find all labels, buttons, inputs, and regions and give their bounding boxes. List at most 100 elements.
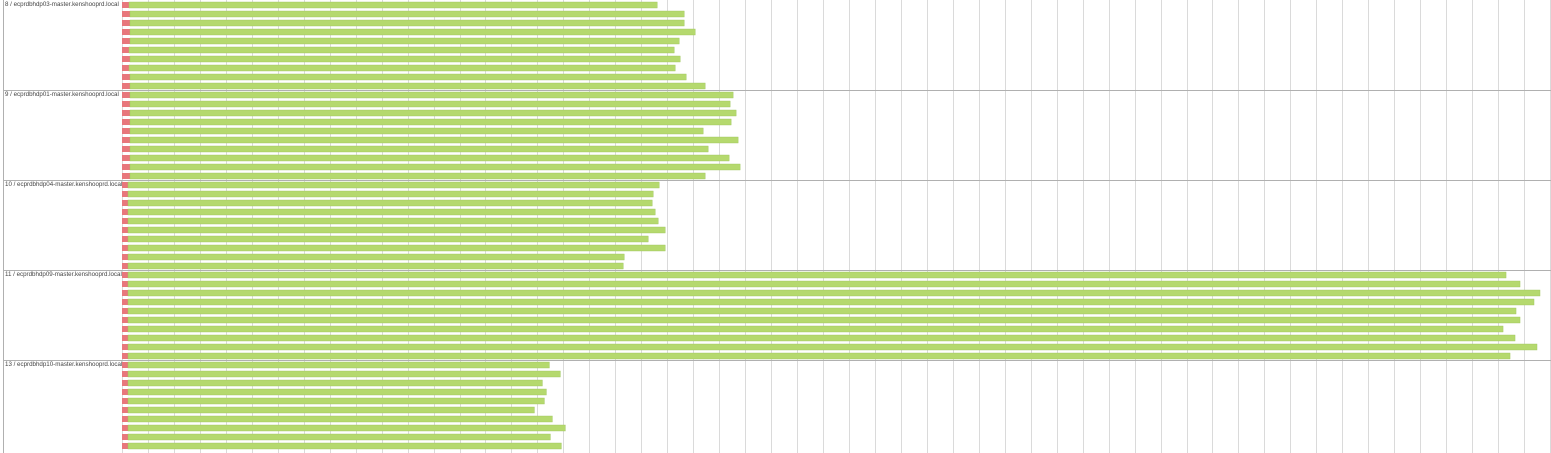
bar-segment-b-g3-r2 xyxy=(127,289,1541,297)
bar-segment-b-g1-r0 xyxy=(129,91,734,99)
bar-segment-a-g1-r5 xyxy=(122,137,130,143)
bar-segment-b-g3-r0 xyxy=(127,271,1507,279)
bar-segment-b-g4-r6 xyxy=(127,415,553,423)
bar-segment-b-g3-r9 xyxy=(127,352,1511,360)
bar-segment-b-g2-r0 xyxy=(127,181,660,189)
bar-segment-a-g1-r4 xyxy=(122,128,130,134)
bar-segment-b-g4-r5 xyxy=(127,406,535,414)
bar-segment-b-g3-r4 xyxy=(127,307,1517,315)
bar-segment-a-g4-r1 xyxy=(122,371,128,377)
bar-segment-a-g4-r3 xyxy=(122,389,128,395)
bar-segment-b-g2-r3 xyxy=(127,208,656,216)
bar-segment-a-g2-r6 xyxy=(122,236,128,242)
bar-segment-b-g2-r2 xyxy=(127,199,653,207)
bar-segment-a-g3-r5 xyxy=(122,317,128,323)
bar-segment-b-g4-r8 xyxy=(127,433,551,441)
bar-segment-a-g3-r2 xyxy=(122,290,128,296)
bar-segment-b-g4-r4 xyxy=(127,397,545,405)
bar-segment-a-g1-r2 xyxy=(122,110,130,116)
bar-segment-a-g2-r8 xyxy=(122,254,128,260)
bar-segment-a-g2-r0 xyxy=(122,182,128,188)
bar-segment-a-g3-r9 xyxy=(122,353,128,359)
group-labels: 8 / ecprdbhdp03-master.kenshooprd.local 9… xyxy=(5,1,122,368)
bar-segment-b-g1-r9 xyxy=(129,172,706,180)
bar-segment-a-g3-r7 xyxy=(122,335,128,341)
bar-segment-a-g0-r1 xyxy=(122,11,130,17)
bar-segment-a-g4-r9 xyxy=(122,443,128,449)
bar-segment-a-g4-r4 xyxy=(122,398,128,404)
bar-rows xyxy=(122,1,1541,450)
bar-segment-b-g1-r3 xyxy=(129,118,732,126)
bar-segment-a-g3-r4 xyxy=(122,308,128,314)
bar-segment-a-g2-r7 xyxy=(122,245,128,251)
bar-segment-b-g1-r6 xyxy=(129,145,709,153)
bar-segment-b-g3-r8 xyxy=(127,343,1538,351)
bar-segment-b-g1-r1 xyxy=(129,100,731,108)
bar-segment-a-g1-r1 xyxy=(122,101,130,107)
bar-segment-b-g4-r7 xyxy=(127,424,566,432)
bar-segment-a-g0-r4 xyxy=(122,38,130,44)
bar-segment-a-g0-r0 xyxy=(122,2,129,8)
bar-segment-a-g4-r8 xyxy=(122,434,128,440)
bar-segment-a-g2-r9 xyxy=(122,263,128,269)
bar-segment-a-g2-r2 xyxy=(122,200,128,206)
bar-segment-a-g4-r6 xyxy=(122,416,128,422)
bar-segment-b-g2-r4 xyxy=(127,217,659,225)
bar-segment-a-g2-r3 xyxy=(122,209,128,215)
bar-segment-a-g1-r3 xyxy=(122,119,130,125)
bar-segment-a-g3-r8 xyxy=(122,344,128,350)
bar-segment-a-g2-r5 xyxy=(122,227,128,233)
bar-segment-b-g4-r1 xyxy=(127,370,561,378)
bar-segment-b-g4-r2 xyxy=(127,379,543,387)
bar-segment-b-g2-r6 xyxy=(127,235,649,243)
bar-segment-b-g0-r4 xyxy=(129,37,680,45)
bar-segment-b-g3-r7 xyxy=(127,334,1516,342)
bar-segment-a-g1-r7 xyxy=(122,155,130,161)
bar-segment-a-g3-r0 xyxy=(122,272,128,278)
bar-segment-b-g0-r3 xyxy=(129,28,696,36)
bar-segment-b-g0-r8 xyxy=(129,73,687,81)
bar-segment-b-g4-r3 xyxy=(127,388,547,396)
group-label-3: 11 / ecprdbhdp09-master.kenshooprd.local xyxy=(5,271,122,278)
bar-segment-a-g0-r3 xyxy=(122,29,130,35)
bar-segment-a-g0-r7 xyxy=(122,65,129,71)
bar-segment-b-g3-r3 xyxy=(127,298,1535,306)
bar-segment-a-g0-r8 xyxy=(122,74,130,80)
bar-segment-a-g1-r6 xyxy=(122,146,130,152)
bar-segment-b-g1-r8 xyxy=(129,163,741,171)
bar-segment-b-g0-r0 xyxy=(128,1,658,9)
bar-segment-b-g0-r7 xyxy=(128,64,676,72)
bar-segment-b-g3-r6 xyxy=(127,325,1504,333)
bar-segment-b-g0-r5 xyxy=(128,46,675,54)
bar-segment-b-g2-r9 xyxy=(127,262,624,270)
bar-segment-a-g2-r4 xyxy=(122,218,128,224)
bar-segment-a-g0-r9 xyxy=(122,83,130,89)
bar-segment-a-g0-r6 xyxy=(122,56,130,62)
bar-segment-a-g1-r8 xyxy=(122,164,130,170)
bar-segment-b-g0-r9 xyxy=(129,82,706,90)
bar-segment-a-g3-r1 xyxy=(122,281,128,287)
group-separators xyxy=(3,90,1551,361)
group-label-1: 9 / ecprdbhdp01-master.kenshooprd.local xyxy=(5,91,119,98)
bar-segment-a-g4-r2 xyxy=(122,380,128,386)
bar-segment-b-g2-r1 xyxy=(127,190,654,198)
bar-segment-a-g4-r7 xyxy=(122,425,128,431)
group-label-0: 8 / ecprdbhdp03-master.kenshooprd.local xyxy=(5,1,119,8)
bar-segment-b-g2-r5 xyxy=(127,226,666,234)
bar-segment-b-g1-r2 xyxy=(129,109,737,117)
bar-segment-b-g3-r1 xyxy=(127,280,1521,288)
bar-segment-b-g2-r7 xyxy=(127,244,666,252)
bar-segment-b-g1-r5 xyxy=(129,136,739,144)
bar-segment-b-g4-r9 xyxy=(127,442,562,450)
bar-segment-a-g1-r0 xyxy=(122,92,130,98)
bar-segment-a-g0-r2 xyxy=(122,20,130,26)
bar-segment-b-g0-r2 xyxy=(129,19,685,27)
bar-segment-a-g1-r9 xyxy=(122,173,130,179)
bar-segment-b-g3-r5 xyxy=(127,316,1521,324)
bar-segment-a-g3-r3 xyxy=(122,299,128,305)
bar-segment-b-g2-r8 xyxy=(127,253,625,261)
bar-segment-a-g4-r0 xyxy=(122,362,128,368)
group-label-4: 13 / ecprdbhdp10-master.kenshooprd.local xyxy=(5,361,122,368)
bar-segment-b-g0-r6 xyxy=(129,55,681,63)
